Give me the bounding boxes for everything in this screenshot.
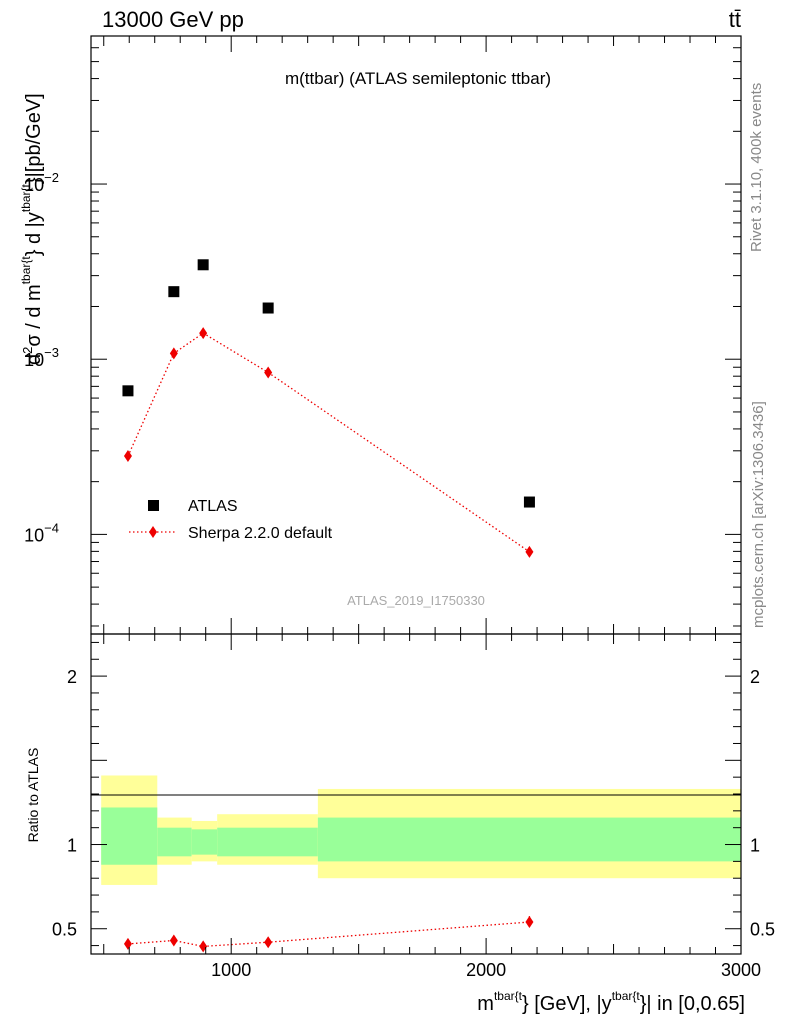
ratio-sherpa-point bbox=[264, 936, 273, 949]
atlas-point bbox=[262, 302, 274, 314]
main-panel: 10−4 10−3 10−2 m(ttbar) (ATLAS semileptoni… bbox=[19, 35, 742, 635]
sherpa-line bbox=[127, 332, 530, 553]
ratio-sherpa-point bbox=[525, 916, 534, 928]
ratio-band-inner bbox=[101, 807, 158, 865]
ratio-xtick-label: 1000 bbox=[211, 960, 251, 980]
mcplots-label: mcplots.cern.ch [arXiv:1306.3436] bbox=[750, 401, 767, 628]
ratio-xtick-label: 2000 bbox=[466, 960, 506, 980]
main-ytick-label: 10−3 bbox=[24, 345, 59, 370]
legend-sherpa-marker bbox=[149, 526, 157, 538]
atlas-point bbox=[168, 286, 180, 298]
ratio-ytick-label-left: 1 bbox=[67, 836, 77, 856]
ratio-band-inner bbox=[217, 827, 318, 857]
main-ticks: 10−4 10−3 10−2 bbox=[24, 35, 742, 634]
sherpa-point bbox=[123, 450, 132, 463]
ratio-band-inner bbox=[191, 829, 218, 855]
main-ytick-label: 10−4 bbox=[24, 520, 59, 545]
ratio-bands bbox=[101, 775, 741, 885]
main-ylabel: d2σ / d mtbar{t} d |ytbar{t}|[pb/GeV] bbox=[19, 93, 45, 365]
ratio-band-inner bbox=[317, 817, 741, 862]
ratio-ytick-label-right: 1 bbox=[750, 836, 760, 856]
ratio-sherpa-point bbox=[169, 934, 178, 947]
sherpa-point bbox=[264, 366, 273, 379]
main-marks bbox=[122, 259, 535, 558]
ratio-ytick-label-left: 2 bbox=[67, 667, 77, 687]
ratio-sherpa-point bbox=[123, 937, 132, 950]
ratio-ticks: 0.5 0.5 1 1 2 2 1000 2000 3000 bbox=[52, 634, 775, 980]
ratio-band-inner bbox=[157, 827, 192, 857]
sherpa-point bbox=[169, 347, 178, 360]
atlas-point bbox=[122, 385, 134, 397]
energy-label: 13000 GeV pp bbox=[102, 7, 244, 32]
ratio-panel: 0.5 0.5 1 1 2 2 1000 2000 3000 Ratio to ATLAS mt… bbox=[25, 633, 775, 1015]
legend-atlas-label: ATLAS bbox=[188, 498, 238, 515]
main-ytick-label: 10−2 bbox=[24, 170, 59, 195]
ratio-marks bbox=[123, 916, 534, 953]
sherpa-point bbox=[199, 327, 208, 340]
ratio-sherpa-point bbox=[199, 940, 208, 953]
ratio-ylabel: Ratio to ATLAS bbox=[25, 748, 41, 843]
sherpa-point bbox=[525, 545, 534, 558]
ratio-ytick-label-left: 0.5 bbox=[52, 920, 77, 940]
main-title: m(ttbar) (ATLAS semileptonic ttbar) bbox=[285, 69, 551, 88]
process-label: tt̄ bbox=[729, 7, 741, 32]
legend: ATLAS Sherpa 2.2.0 default bbox=[129, 498, 333, 542]
ratio-xlabel: mtbar{t} [GeV], |ytbar{t}| in [0,0.65] bbox=[477, 989, 745, 1015]
main-frame bbox=[90, 35, 742, 635]
legend-atlas-marker bbox=[148, 500, 159, 511]
atlas-point bbox=[523, 496, 535, 508]
ratio-ytick-label-right: 2 bbox=[750, 667, 760, 687]
ratio-ytick-label-right: 0.5 bbox=[750, 920, 775, 940]
rivet-label: Rivet 3.1.10, 400k events bbox=[748, 83, 765, 252]
analysis-watermark: ATLAS_2019_I1750330 bbox=[347, 593, 485, 608]
atlas-point bbox=[197, 259, 209, 271]
ratio-xtick-label: 3000 bbox=[721, 960, 761, 980]
legend-sherpa-label: Sherpa 2.2.0 default bbox=[188, 525, 333, 542]
ratio-sherpa-line bbox=[127, 921, 530, 948]
